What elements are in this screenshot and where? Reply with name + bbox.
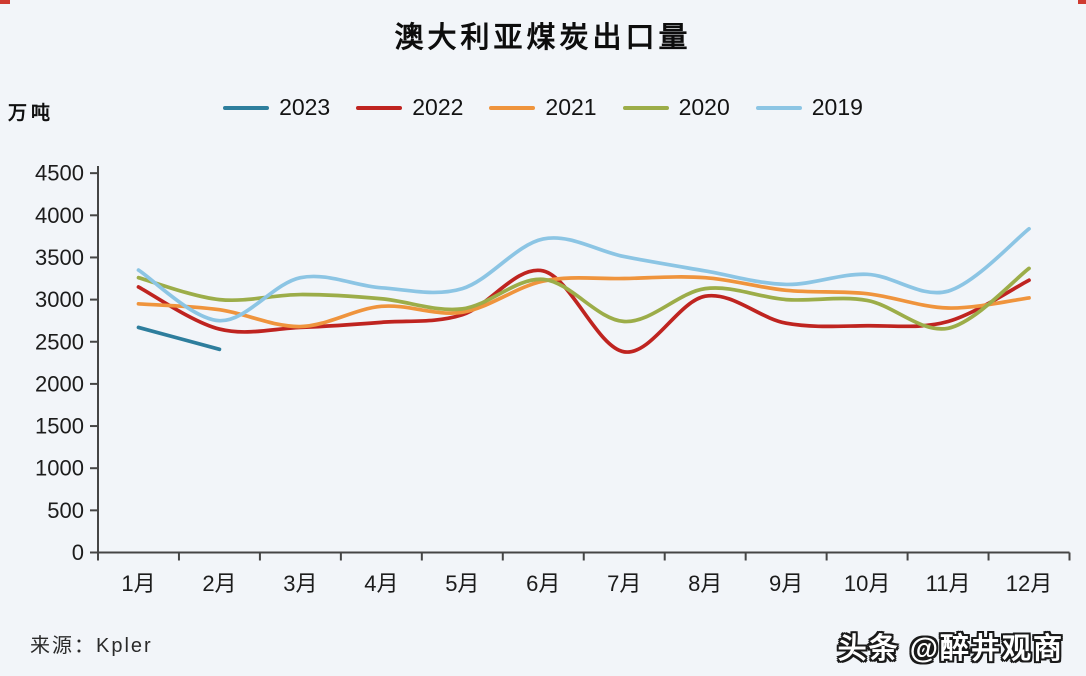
x-axis-tick-label: 4月 (364, 571, 398, 596)
legend-item-2023: 2023 (223, 94, 330, 121)
series-line-2023 (136, 325, 222, 352)
legend-label: 2021 (545, 94, 597, 120)
y-axis-tick-label: 4000 (35, 203, 84, 228)
legend-item-2022: 2022 (356, 94, 463, 121)
legend-label: 2019 (811, 94, 863, 120)
chart-title: 澳大利亚煤炭出口量 (394, 22, 692, 54)
legend-swatch-2021 (489, 105, 536, 110)
y-axis-unit-label: 万吨 (8, 103, 55, 124)
screenshot-edge-artifact-left (0, 0, 10, 4)
x-axis-tick-label: 3月 (283, 571, 317, 596)
x-axis-tick-label: 8月 (688, 571, 722, 596)
legend-item-2020: 2020 (622, 94, 730, 121)
y-axis-tick-label: 3000 (35, 287, 84, 312)
y-axis-tick-label: 1000 (35, 456, 84, 481)
watermark: 头条 @醉井观商 (837, 633, 1064, 665)
x-axis-tick-label: 11月 (926, 571, 971, 596)
x-axis-tick-label: 1月 (121, 571, 155, 596)
x-axis-tick-label: 10月 (844, 571, 890, 596)
series-line-2021 (136, 275, 1031, 329)
y-axis-tick-label: 2500 (35, 329, 84, 354)
screenshot-edge-artifact-right (1078, 0, 1086, 4)
legend-label: 2020 (678, 94, 730, 120)
y-axis-tick-label: 500 (47, 498, 84, 523)
y-axis-tick-label: 2000 (35, 371, 84, 396)
y-axis-tick-label: 3500 (35, 245, 84, 270)
legend-item-2019: 2019 (755, 94, 863, 121)
chart-legend: 2023 2022 2021 2020 2019 (0, 94, 1086, 121)
legend-swatch-2023 (223, 105, 270, 110)
x-axis-tick-label: 7月 (607, 571, 641, 596)
legend-swatch-2020 (622, 105, 669, 110)
source-label: 来源：Kpler (30, 635, 153, 657)
x-axis-tick-label: 5月 (445, 571, 479, 596)
legend-swatch-2022 (356, 105, 403, 110)
x-axis-tick-label: 6月 (526, 571, 560, 596)
series-line-2019 (136, 226, 1031, 323)
series-line-2020 (136, 266, 1031, 331)
x-axis-tick-label: 12月 (1006, 571, 1052, 596)
y-axis-tick-label: 0 (72, 540, 84, 565)
legend-item-2021: 2021 (489, 94, 597, 121)
legend-label: 2023 (279, 94, 331, 120)
y-axis-tick-label: 1500 (35, 414, 84, 439)
x-axis-tick-label: 9月 (769, 571, 803, 596)
legend-swatch-2019 (755, 105, 802, 110)
legend-label: 2022 (412, 94, 464, 120)
y-axis-tick-label: 4500 (35, 161, 84, 186)
x-axis-tick-label: 2月 (202, 571, 236, 596)
